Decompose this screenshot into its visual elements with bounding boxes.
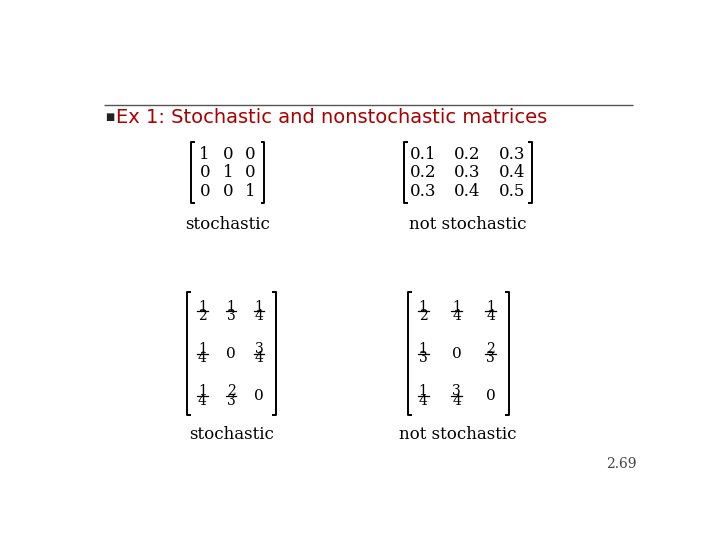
Text: 1: 1 xyxy=(198,300,207,314)
Text: 3: 3 xyxy=(227,309,235,323)
Text: 1: 1 xyxy=(227,300,235,314)
Text: 4: 4 xyxy=(452,394,461,408)
Text: 0.4: 0.4 xyxy=(454,183,481,200)
Text: 0: 0 xyxy=(226,347,236,361)
Text: 4: 4 xyxy=(419,394,428,408)
Text: 3: 3 xyxy=(227,394,235,408)
Text: 1: 1 xyxy=(199,146,210,163)
Text: 2: 2 xyxy=(198,309,207,323)
Text: 0.3: 0.3 xyxy=(499,146,526,163)
Text: 4: 4 xyxy=(486,309,495,323)
Text: 3: 3 xyxy=(452,384,461,399)
Text: 0.1: 0.1 xyxy=(410,146,436,163)
Text: 0.3: 0.3 xyxy=(410,183,436,200)
Text: 3: 3 xyxy=(419,351,428,365)
Text: 4: 4 xyxy=(254,309,264,323)
Text: 0: 0 xyxy=(254,389,264,403)
Text: 4: 4 xyxy=(452,309,461,323)
Text: 1: 1 xyxy=(245,183,256,200)
Text: 2: 2 xyxy=(486,342,495,356)
Text: 1: 1 xyxy=(452,300,461,314)
Text: 1: 1 xyxy=(254,300,264,314)
Text: 1: 1 xyxy=(419,384,428,399)
Text: stochastic: stochastic xyxy=(185,215,270,233)
Text: 0: 0 xyxy=(245,146,256,163)
Text: 0: 0 xyxy=(451,347,462,361)
Text: 3: 3 xyxy=(255,342,264,356)
Text: 1: 1 xyxy=(486,300,495,314)
Text: 0.2: 0.2 xyxy=(454,146,481,163)
Text: ■: ■ xyxy=(106,112,114,122)
Text: 0: 0 xyxy=(199,164,210,181)
Text: 4: 4 xyxy=(198,351,207,365)
Text: 1: 1 xyxy=(198,342,207,356)
Text: 2: 2 xyxy=(227,384,235,399)
Text: 1: 1 xyxy=(222,164,233,181)
Text: 4: 4 xyxy=(254,351,264,365)
Text: 0: 0 xyxy=(245,164,256,181)
Text: stochastic: stochastic xyxy=(189,426,274,443)
Text: 4: 4 xyxy=(198,394,207,408)
Text: not stochastic: not stochastic xyxy=(400,426,517,443)
Text: 1: 1 xyxy=(419,300,428,314)
Text: not stochastic: not stochastic xyxy=(409,215,526,233)
Text: 2: 2 xyxy=(419,309,428,323)
Text: 1: 1 xyxy=(198,384,207,399)
Text: 3: 3 xyxy=(486,351,495,365)
Text: 0.5: 0.5 xyxy=(499,183,526,200)
Text: 0.2: 0.2 xyxy=(410,164,436,181)
Text: 2.69: 2.69 xyxy=(606,457,636,471)
Text: 0.3: 0.3 xyxy=(454,164,481,181)
Text: 1: 1 xyxy=(419,342,428,356)
Text: 0: 0 xyxy=(222,146,233,163)
Text: Ex 1: Stochastic and nonstochastic matrices: Ex 1: Stochastic and nonstochastic matri… xyxy=(117,107,548,127)
Text: 0.4: 0.4 xyxy=(499,164,526,181)
Text: 0: 0 xyxy=(199,183,210,200)
Text: 0: 0 xyxy=(222,183,233,200)
Text: 0: 0 xyxy=(486,389,495,403)
